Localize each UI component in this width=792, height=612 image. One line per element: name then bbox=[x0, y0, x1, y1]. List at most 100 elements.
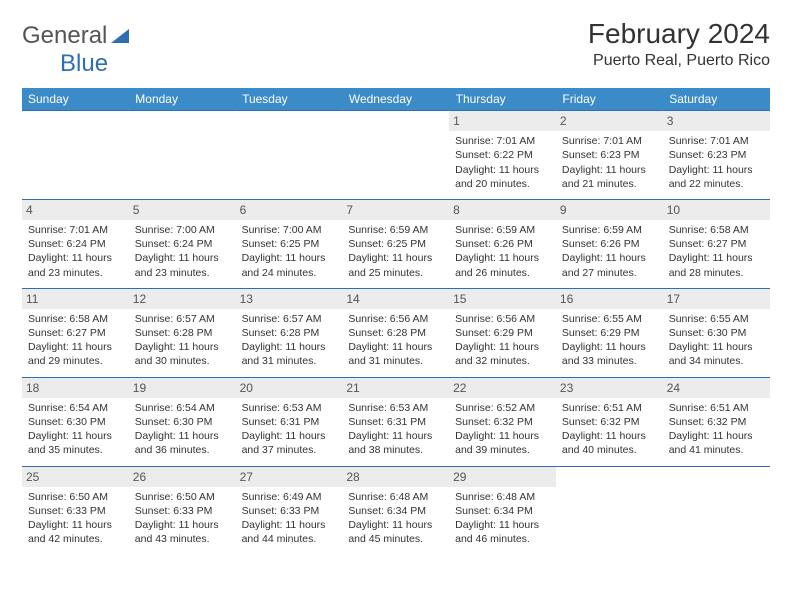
sunset-line: Sunset: 6:31 PM bbox=[242, 415, 337, 429]
day-number: 14 bbox=[342, 289, 449, 309]
sunrise-line: Sunrise: 6:52 AM bbox=[455, 401, 550, 415]
day-number: 28 bbox=[342, 467, 449, 487]
daylight-line: Daylight: 11 hours and 21 minutes. bbox=[562, 163, 657, 191]
calendar-day-cell: 12Sunrise: 6:57 AMSunset: 6:28 PMDayligh… bbox=[129, 288, 236, 377]
sunrise-line: Sunrise: 6:59 AM bbox=[562, 223, 657, 237]
calendar-day-cell bbox=[129, 111, 236, 200]
sunrise-line: Sunrise: 6:51 AM bbox=[562, 401, 657, 415]
calendar-day-cell: 3Sunrise: 7:01 AMSunset: 6:23 PMDaylight… bbox=[663, 111, 770, 200]
calendar-day-cell: 2Sunrise: 7:01 AMSunset: 6:23 PMDaylight… bbox=[556, 111, 663, 200]
sunset-line: Sunset: 6:29 PM bbox=[455, 326, 550, 340]
daylight-line: Daylight: 11 hours and 31 minutes. bbox=[348, 340, 443, 368]
day-number: 18 bbox=[22, 378, 129, 398]
daylight-line: Daylight: 11 hours and 26 minutes. bbox=[455, 251, 550, 279]
daylight-line: Daylight: 11 hours and 44 minutes. bbox=[242, 518, 337, 546]
calendar-day-cell: 14Sunrise: 6:56 AMSunset: 6:28 PMDayligh… bbox=[342, 288, 449, 377]
day-number: 6 bbox=[236, 200, 343, 220]
sunset-line: Sunset: 6:32 PM bbox=[455, 415, 550, 429]
day-number: 4 bbox=[22, 200, 129, 220]
day-number: 24 bbox=[663, 378, 770, 398]
calendar-day-cell: 11Sunrise: 6:58 AMSunset: 6:27 PMDayligh… bbox=[22, 288, 129, 377]
daylight-line: Daylight: 11 hours and 39 minutes. bbox=[455, 429, 550, 457]
daylight-line: Daylight: 11 hours and 46 minutes. bbox=[455, 518, 550, 546]
calendar-day-cell bbox=[22, 111, 129, 200]
calendar-day-cell: 4Sunrise: 7:01 AMSunset: 6:24 PMDaylight… bbox=[22, 199, 129, 288]
day-number: 17 bbox=[663, 289, 770, 309]
calendar-week-row: 1Sunrise: 7:01 AMSunset: 6:22 PMDaylight… bbox=[22, 111, 770, 200]
sunset-line: Sunset: 6:23 PM bbox=[669, 148, 764, 162]
sunrise-line: Sunrise: 6:50 AM bbox=[28, 490, 123, 504]
day-number: 8 bbox=[449, 200, 556, 220]
calendar-table: Sunday Monday Tuesday Wednesday Thursday… bbox=[22, 88, 770, 554]
calendar-week-row: 11Sunrise: 6:58 AMSunset: 6:27 PMDayligh… bbox=[22, 288, 770, 377]
weekday-header: Saturday bbox=[663, 88, 770, 111]
day-number: 26 bbox=[129, 467, 236, 487]
calendar-day-cell: 16Sunrise: 6:55 AMSunset: 6:29 PMDayligh… bbox=[556, 288, 663, 377]
daylight-line: Daylight: 11 hours and 30 minutes. bbox=[135, 340, 230, 368]
day-number: 19 bbox=[129, 378, 236, 398]
sunrise-line: Sunrise: 6:59 AM bbox=[455, 223, 550, 237]
calendar-day-cell: 27Sunrise: 6:49 AMSunset: 6:33 PMDayligh… bbox=[236, 466, 343, 554]
sunrise-line: Sunrise: 6:57 AM bbox=[242, 312, 337, 326]
calendar-day-cell: 29Sunrise: 6:48 AMSunset: 6:34 PMDayligh… bbox=[449, 466, 556, 554]
daylight-line: Daylight: 11 hours and 36 minutes. bbox=[135, 429, 230, 457]
sunrise-line: Sunrise: 6:58 AM bbox=[28, 312, 123, 326]
sunrise-line: Sunrise: 6:58 AM bbox=[669, 223, 764, 237]
daylight-line: Daylight: 11 hours and 40 minutes. bbox=[562, 429, 657, 457]
day-number: 29 bbox=[449, 467, 556, 487]
sunset-line: Sunset: 6:32 PM bbox=[669, 415, 764, 429]
sunset-line: Sunset: 6:25 PM bbox=[348, 237, 443, 251]
sunset-line: Sunset: 6:24 PM bbox=[28, 237, 123, 251]
sunrise-line: Sunrise: 6:56 AM bbox=[455, 312, 550, 326]
daylight-line: Daylight: 11 hours and 31 minutes. bbox=[242, 340, 337, 368]
sunrise-line: Sunrise: 7:00 AM bbox=[242, 223, 337, 237]
sunrise-line: Sunrise: 6:59 AM bbox=[348, 223, 443, 237]
logo-text-1: General bbox=[22, 22, 107, 50]
sunset-line: Sunset: 6:33 PM bbox=[242, 504, 337, 518]
sunset-line: Sunset: 6:23 PM bbox=[562, 148, 657, 162]
daylight-line: Daylight: 11 hours and 35 minutes. bbox=[28, 429, 123, 457]
calendar-day-cell: 5Sunrise: 7:00 AMSunset: 6:24 PMDaylight… bbox=[129, 199, 236, 288]
daylight-line: Daylight: 11 hours and 33 minutes. bbox=[562, 340, 657, 368]
daylight-line: Daylight: 11 hours and 24 minutes. bbox=[242, 251, 337, 279]
daylight-line: Daylight: 11 hours and 45 minutes. bbox=[348, 518, 443, 546]
day-number: 3 bbox=[663, 111, 770, 131]
sunset-line: Sunset: 6:27 PM bbox=[669, 237, 764, 251]
sunset-line: Sunset: 6:24 PM bbox=[135, 237, 230, 251]
calendar-day-cell: 24Sunrise: 6:51 AMSunset: 6:32 PMDayligh… bbox=[663, 377, 770, 466]
sunset-line: Sunset: 6:26 PM bbox=[455, 237, 550, 251]
calendar-week-row: 25Sunrise: 6:50 AMSunset: 6:33 PMDayligh… bbox=[22, 466, 770, 554]
day-number: 7 bbox=[342, 200, 449, 220]
day-number: 15 bbox=[449, 289, 556, 309]
calendar-day-cell: 13Sunrise: 6:57 AMSunset: 6:28 PMDayligh… bbox=[236, 288, 343, 377]
sunset-line: Sunset: 6:30 PM bbox=[669, 326, 764, 340]
sunrise-line: Sunrise: 7:01 AM bbox=[28, 223, 123, 237]
weekday-header: Wednesday bbox=[342, 88, 449, 111]
sunrise-line: Sunrise: 7:01 AM bbox=[669, 134, 764, 148]
sunrise-line: Sunrise: 6:57 AM bbox=[135, 312, 230, 326]
calendar-day-cell: 21Sunrise: 6:53 AMSunset: 6:31 PMDayligh… bbox=[342, 377, 449, 466]
sunset-line: Sunset: 6:33 PM bbox=[135, 504, 230, 518]
sunrise-line: Sunrise: 6:49 AM bbox=[242, 490, 337, 504]
daylight-line: Daylight: 11 hours and 43 minutes. bbox=[135, 518, 230, 546]
weekday-header: Friday bbox=[556, 88, 663, 111]
sunrise-line: Sunrise: 6:53 AM bbox=[348, 401, 443, 415]
calendar-day-cell: 6Sunrise: 7:00 AMSunset: 6:25 PMDaylight… bbox=[236, 199, 343, 288]
day-number: 13 bbox=[236, 289, 343, 309]
calendar-day-cell: 28Sunrise: 6:48 AMSunset: 6:34 PMDayligh… bbox=[342, 466, 449, 554]
daylight-line: Daylight: 11 hours and 23 minutes. bbox=[135, 251, 230, 279]
daylight-line: Daylight: 11 hours and 38 minutes. bbox=[348, 429, 443, 457]
sunset-line: Sunset: 6:28 PM bbox=[348, 326, 443, 340]
weekday-header: Sunday bbox=[22, 88, 129, 111]
daylight-line: Daylight: 11 hours and 37 minutes. bbox=[242, 429, 337, 457]
calendar-day-cell: 20Sunrise: 6:53 AMSunset: 6:31 PMDayligh… bbox=[236, 377, 343, 466]
day-number: 25 bbox=[22, 467, 129, 487]
sunset-line: Sunset: 6:30 PM bbox=[135, 415, 230, 429]
calendar-day-cell bbox=[663, 466, 770, 554]
calendar-day-cell: 10Sunrise: 6:58 AMSunset: 6:27 PMDayligh… bbox=[663, 199, 770, 288]
logo-sail-icon bbox=[109, 27, 131, 45]
sunrise-line: Sunrise: 6:48 AM bbox=[455, 490, 550, 504]
daylight-line: Daylight: 11 hours and 25 minutes. bbox=[348, 251, 443, 279]
day-number: 20 bbox=[236, 378, 343, 398]
sunset-line: Sunset: 6:29 PM bbox=[562, 326, 657, 340]
